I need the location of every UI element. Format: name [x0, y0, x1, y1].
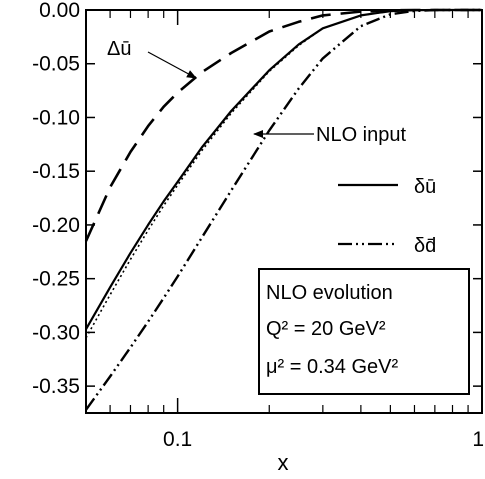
y-tick-label: -0.10 — [32, 106, 80, 129]
info-box: NLO evolution Q² = 20 GeV² μ² = 0.34 GeV… — [258, 268, 470, 395]
x-axis-label: x — [278, 450, 289, 475]
x-axis: 0.1 1 — [109, 10, 484, 451]
info-box-frame — [258, 268, 470, 395]
y-tick-label: -0.25 — [32, 268, 80, 291]
legend-label-delta-dbar: δd̄ — [414, 235, 436, 257]
info-box-line-2: Q² = 20 GeV² — [266, 318, 386, 340]
annotation-delta-u: Δū — [107, 38, 131, 60]
x-tick-label: 0.1 — [163, 428, 192, 451]
y-tick-label: -0.35 — [32, 375, 80, 398]
series-line-4 — [85, 8, 482, 411]
annotation-nlo-input: NLO input — [316, 124, 406, 146]
info-box-line-1: NLO evolution — [266, 282, 393, 304]
y-axis: 0.00 -0.05 -0.10 -0.15 -0.20 -0.25 -0.30 -0.35 — [32, 0, 482, 398]
info-box-line-3: μ² = 0.34 GeV² — [266, 356, 398, 378]
legend: δū δd̄ — [338, 176, 436, 257]
y-tick-label: -0.20 — [32, 214, 80, 237]
y-tick-label: -0.30 — [32, 321, 80, 344]
plot-frame — [85, 9, 483, 414]
y-tick-label: 0.00 — [39, 0, 80, 22]
curves — [84, 8, 482, 411]
y-tick-label: -0.05 — [32, 53, 80, 76]
series-line-2 — [85, 8, 482, 330]
x-tick-label: 1 — [472, 428, 484, 451]
annotation-delta-u-arrow — [147, 51, 197, 79]
y-tick-label: -0.15 — [32, 160, 80, 183]
series-line-1 — [84, 8, 482, 242]
legend-label-delta-ubar: δū — [414, 176, 436, 198]
